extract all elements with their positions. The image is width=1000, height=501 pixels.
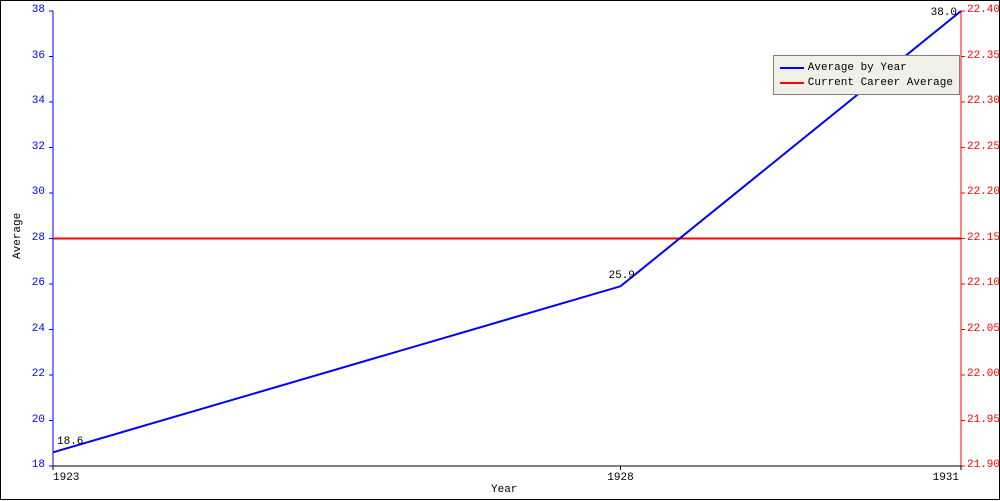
y-right-tick-label: 22.25: [967, 141, 1000, 153]
legend-item: Average by Year: [780, 60, 953, 75]
data-point-label: 38.0: [931, 7, 957, 19]
legend-label: Current Career Average: [808, 77, 953, 89]
y-left-tick-label: 34: [32, 95, 45, 107]
legend-swatch: [780, 67, 804, 69]
legend-swatch: [780, 82, 804, 84]
y-left-tick-label: 30: [32, 186, 45, 198]
y-right-tick-label: 21.95: [967, 414, 1000, 426]
y-right-tick-label: 21.90: [967, 459, 1000, 471]
y-left-tick-label: 18: [32, 459, 45, 471]
data-point-label: 18.6: [57, 436, 83, 448]
y-left-tick-label: 32: [32, 141, 45, 153]
y-left-tick-label: 36: [32, 50, 45, 62]
y-left-tick-label: 20: [32, 414, 45, 426]
legend-item: Current Career Average: [780, 75, 953, 90]
y-left-tick-label: 22: [32, 368, 45, 380]
legend-label: Average by Year: [808, 62, 907, 74]
y-right-tick-label: 22.05: [967, 323, 1000, 335]
y-right-tick-label: 22.20: [967, 186, 1000, 198]
legend: Average by Year Current Career Average: [773, 55, 960, 95]
x-tick-label: 1923: [53, 472, 79, 484]
y-left-tick-label: 28: [32, 232, 45, 244]
x-tick-label: 1931: [933, 472, 959, 484]
y-right-tick-label: 22.30: [967, 95, 1000, 107]
y-right-tick-label: 22.15: [967, 232, 1000, 244]
y-left-tick-label: 38: [32, 4, 45, 16]
y-right-tick-label: 22.10: [967, 277, 1000, 289]
y-right-tick-label: 22.35: [967, 50, 1000, 62]
y-left-tick-label: 24: [32, 323, 45, 335]
y-left-tick-label: 26: [32, 277, 45, 289]
y-right-tick-label: 22.40: [967, 4, 1000, 16]
data-point-label: 25.9: [609, 270, 635, 282]
chart-container: Average Year 1820222426283032343638 21.9…: [0, 0, 1000, 500]
x-tick-label: 1928: [607, 472, 633, 484]
y-right-tick-label: 22.00: [967, 368, 1000, 380]
